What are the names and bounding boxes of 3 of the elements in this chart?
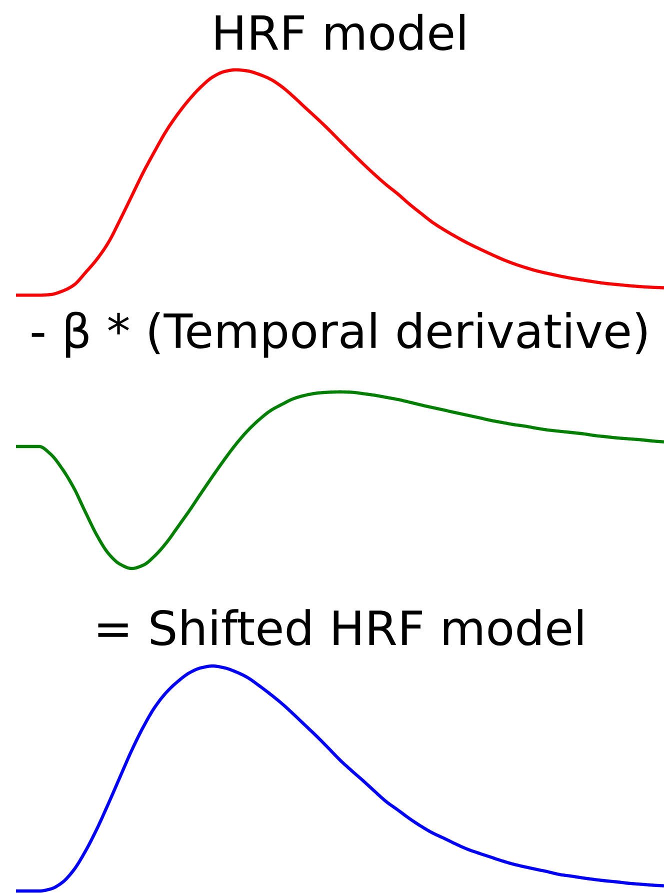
chart-title: HRF model bbox=[216, 14, 464, 50]
chart-title: = Shifted HRF model bbox=[98, 609, 582, 646]
chart-title: - β * (Temporal derivative) bbox=[32, 312, 646, 358]
